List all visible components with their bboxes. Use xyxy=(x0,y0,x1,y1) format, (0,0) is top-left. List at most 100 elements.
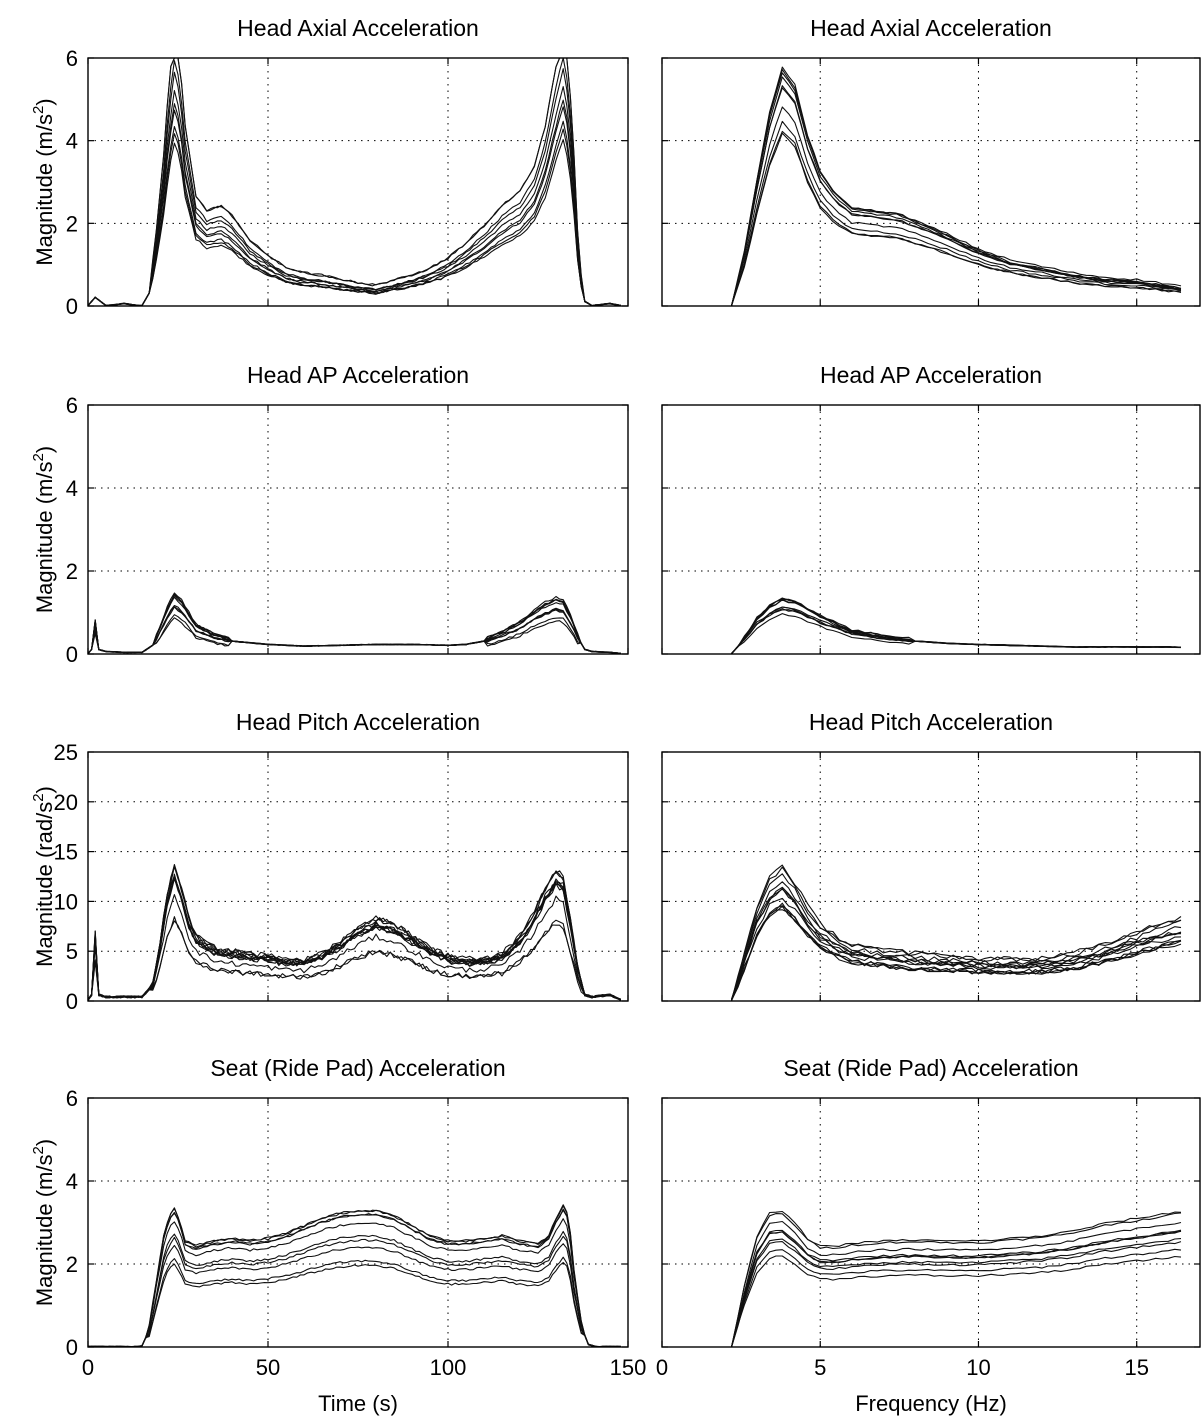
panel-title: Head AP Acceleration xyxy=(247,362,469,388)
panel-title: Head Pitch Acceleration xyxy=(236,709,480,735)
trace-line xyxy=(87,120,621,307)
trace-line xyxy=(87,614,621,655)
trace-line xyxy=(87,57,621,307)
trace-line xyxy=(87,1235,621,1348)
y-tick-label: 6 xyxy=(66,393,78,418)
y-axis-label: Magnitude (rad/s2) xyxy=(30,786,57,967)
x-tick-label-time: 50 xyxy=(256,1355,280,1380)
x-axis-label-time: Time (s) xyxy=(318,1391,398,1416)
plot-frame xyxy=(87,1097,629,1348)
trace-line xyxy=(87,1261,621,1348)
y-tick-label: 2 xyxy=(66,1252,78,1277)
trace-line xyxy=(731,1212,1182,1347)
trace-line xyxy=(731,120,1182,306)
plot-frame xyxy=(87,751,629,1002)
panel-6: Head Pitch Acceleration xyxy=(661,709,1201,1002)
trace-line xyxy=(87,106,621,307)
y-axis-label-sup: 2 xyxy=(30,1146,47,1154)
trace-line xyxy=(87,596,621,655)
y-axis-label-text: Magnitude (rad/s xyxy=(32,802,57,967)
trace-line xyxy=(731,1210,1182,1347)
trace-line xyxy=(731,1230,1182,1347)
trace-line xyxy=(88,1205,621,1348)
panel-title: Head AP Acceleration xyxy=(820,362,1042,388)
trace-line xyxy=(87,1230,621,1348)
trace-line xyxy=(87,1218,621,1348)
y-tick-label: 2 xyxy=(66,211,78,236)
x-tick-label-freq: 15 xyxy=(1124,1355,1148,1380)
trace-line xyxy=(87,606,621,655)
y-axis-label-sup: 2 xyxy=(30,793,47,801)
y-tick-label: 10 xyxy=(54,889,78,914)
x-tick-label-time: 100 xyxy=(430,1355,467,1380)
y-axis-label-sup: 2 xyxy=(30,106,47,114)
trace-line xyxy=(87,920,622,1001)
x-tick-label-freq: 0 xyxy=(656,1355,668,1380)
y-axis-label-sup: 2 xyxy=(30,453,47,461)
y-axis-label-close: ) xyxy=(32,1139,57,1146)
y-axis-label-close: ) xyxy=(32,98,57,105)
trace-line xyxy=(731,902,1182,1001)
y-axis-label-text: Magnitude (m/s xyxy=(32,114,57,266)
trace-line xyxy=(731,1255,1182,1348)
trace-line xyxy=(731,873,1182,1001)
y-tick-label: 0 xyxy=(66,294,78,319)
trace-line xyxy=(731,87,1182,306)
trace-line xyxy=(731,909,1182,1001)
trace-line xyxy=(731,106,1182,306)
trace-line xyxy=(87,606,621,655)
trace-line xyxy=(87,1204,621,1348)
trace-line xyxy=(731,599,1182,655)
trace-line xyxy=(731,598,1182,655)
trace-line xyxy=(731,864,1182,1000)
x-tick-label-time: 0 xyxy=(82,1355,94,1380)
trace-line xyxy=(731,905,1182,1001)
plot-frame xyxy=(661,1097,1201,1348)
panel-title: Seat (Ride Pad) Acceleration xyxy=(783,1055,1078,1081)
y-tick-label: 25 xyxy=(54,740,78,765)
trace-line xyxy=(87,604,621,655)
y-tick-label: 2 xyxy=(66,559,78,584)
trace-line xyxy=(731,597,1181,654)
y-tick-label: 4 xyxy=(66,476,78,501)
y-axis-label-close: ) xyxy=(32,786,57,793)
trace-line xyxy=(731,598,1182,655)
panel-title: Head Pitch Acceleration xyxy=(809,709,1053,735)
panel-title: Head Axial Acceleration xyxy=(810,15,1052,41)
panel-1: Head Axial Acceleration 0 2 4 6 Magnitude (m/… xyxy=(30,15,629,319)
plot-frame xyxy=(87,57,629,307)
trace-line xyxy=(731,887,1181,1001)
trace-line xyxy=(731,1220,1182,1347)
plot-frame xyxy=(87,404,629,655)
panel-5: Head Pitch Acceleration 0 5 10 15 20 25 Magnitu… xyxy=(30,709,629,1014)
trace-line xyxy=(87,1208,621,1348)
panel-4: Head AP Acceleration xyxy=(661,362,1201,655)
y-axis-label: Magnitude (m/s2) xyxy=(30,446,57,613)
trace-line xyxy=(731,1238,1182,1347)
y-tick-label: 0 xyxy=(66,989,78,1014)
y-axis-label-text: Magnitude (m/s xyxy=(32,462,57,614)
y-tick-label: 20 xyxy=(54,790,78,815)
trace-line xyxy=(731,76,1182,306)
trace-line xyxy=(87,1243,621,1348)
trace-line xyxy=(731,897,1182,1000)
y-axis-label-text: Magnitude (m/s xyxy=(32,1155,57,1307)
trace-line xyxy=(731,1248,1182,1347)
trace-line xyxy=(87,916,621,1002)
y-tick-label: 4 xyxy=(66,129,78,154)
trace-line xyxy=(731,905,1182,1000)
trace-line xyxy=(87,865,622,1001)
y-tick-label: 0 xyxy=(66,1335,78,1360)
panel-title: Seat (Ride Pad) Acceleration xyxy=(210,1055,505,1081)
trace-line xyxy=(87,1209,621,1348)
trace-line xyxy=(731,888,1182,1000)
trace-line xyxy=(731,881,1182,1001)
y-tick-label: 6 xyxy=(66,46,78,71)
trace-line xyxy=(731,597,1182,654)
trace-line xyxy=(87,894,621,1002)
x-axes: 0 50 100 150 0 5 10 15 Time (s) Frequency (Hz) xyxy=(82,1355,1149,1416)
trace-line xyxy=(87,99,621,307)
trace-line xyxy=(731,606,1181,655)
